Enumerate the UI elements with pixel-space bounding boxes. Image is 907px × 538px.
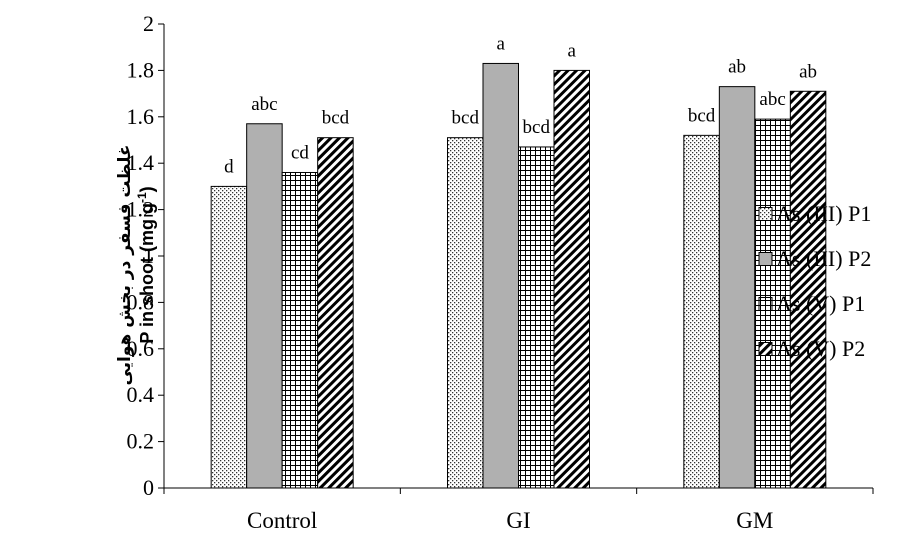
- y-axis-label-persian: غلظت فسفر در بخش هوایی: [115, 144, 135, 385]
- y-tick-label: 0.2: [127, 429, 155, 454]
- significance-label: a: [568, 40, 577, 61]
- legend-label: As (V) P2: [776, 336, 865, 361]
- x-axis: Control GI GM: [163, 487, 874, 533]
- bar: [210, 185, 248, 489]
- legend-item: As (V) P2: [758, 336, 865, 361]
- bar: [447, 137, 484, 489]
- x-category-label: Control: [247, 508, 317, 533]
- bar: [246, 123, 283, 489]
- y-tick-label: 0.8: [127, 289, 155, 314]
- y-tick-label: 0.4: [127, 382, 155, 407]
- legend-label: As (V) P1: [776, 291, 865, 316]
- bar: [789, 90, 827, 489]
- significance-label: bcd: [452, 108, 480, 129]
- significance-label: abc: [759, 89, 785, 110]
- y-tick-label: 1: [143, 243, 154, 268]
- bars: [210, 62, 827, 489]
- y-tick-label: 1.2: [127, 197, 155, 222]
- significance-label: abc: [251, 94, 277, 115]
- significance-label: bcd: [322, 108, 350, 129]
- legend-label: As (III) P1: [776, 201, 871, 226]
- bar: [718, 86, 756, 489]
- bar: [683, 134, 720, 489]
- bar: [754, 118, 791, 489]
- significance-label: bcd: [688, 105, 716, 126]
- significance-label: ab: [799, 61, 817, 82]
- legend-swatch: [758, 297, 773, 311]
- y-axis-title: غلظت فسفر در بخش هوایی P in shoot (mg g-…: [115, 144, 157, 385]
- legend-swatch: [758, 342, 773, 356]
- significance-label: bcd: [523, 117, 551, 138]
- significance-label: cd: [291, 142, 309, 163]
- y-axis-label-english-close: ): [137, 186, 157, 192]
- significance-label: a: [497, 33, 506, 54]
- y-axis-label-english: P in shoot (mg g-1): [135, 186, 157, 343]
- legend-label: As (III) P2: [776, 246, 871, 271]
- legend-item: As (III) P2: [758, 246, 871, 271]
- y-tick-label: 1.4: [127, 150, 155, 175]
- bar: [317, 137, 354, 489]
- y-tick-label: 0: [143, 475, 154, 500]
- y-tick-label: 2: [143, 11, 154, 36]
- y-tick-label: 1.6: [127, 104, 155, 129]
- bar: [482, 62, 519, 489]
- significance-label: ab: [728, 57, 746, 78]
- y-axis-label-english-sup: -1: [135, 192, 149, 203]
- x-category-label: GM: [736, 508, 773, 533]
- legend-swatch: [758, 207, 773, 221]
- bar: [281, 171, 319, 489]
- legend-item: As (III) P1: [758, 201, 871, 226]
- legend-swatch: [758, 252, 773, 266]
- y-axis-label-english-main: P in shoot (mg g: [137, 203, 157, 344]
- legend: As (III) P1 As (III) P2 As (V) P1 As (V) P2: [758, 201, 871, 361]
- y-axis: 0 0.2 0.4 0.6 0.8 1 1.2 1.4 1.6 1.8 2: [127, 11, 165, 500]
- bar: [553, 69, 590, 489]
- y-tick-label: 1.8: [127, 57, 155, 82]
- significance-label: d: [224, 156, 234, 177]
- x-category-label: GI: [506, 508, 530, 533]
- bar: [518, 146, 555, 489]
- y-tick-label: 0.6: [127, 336, 155, 361]
- legend-item: As (V) P1: [758, 291, 865, 316]
